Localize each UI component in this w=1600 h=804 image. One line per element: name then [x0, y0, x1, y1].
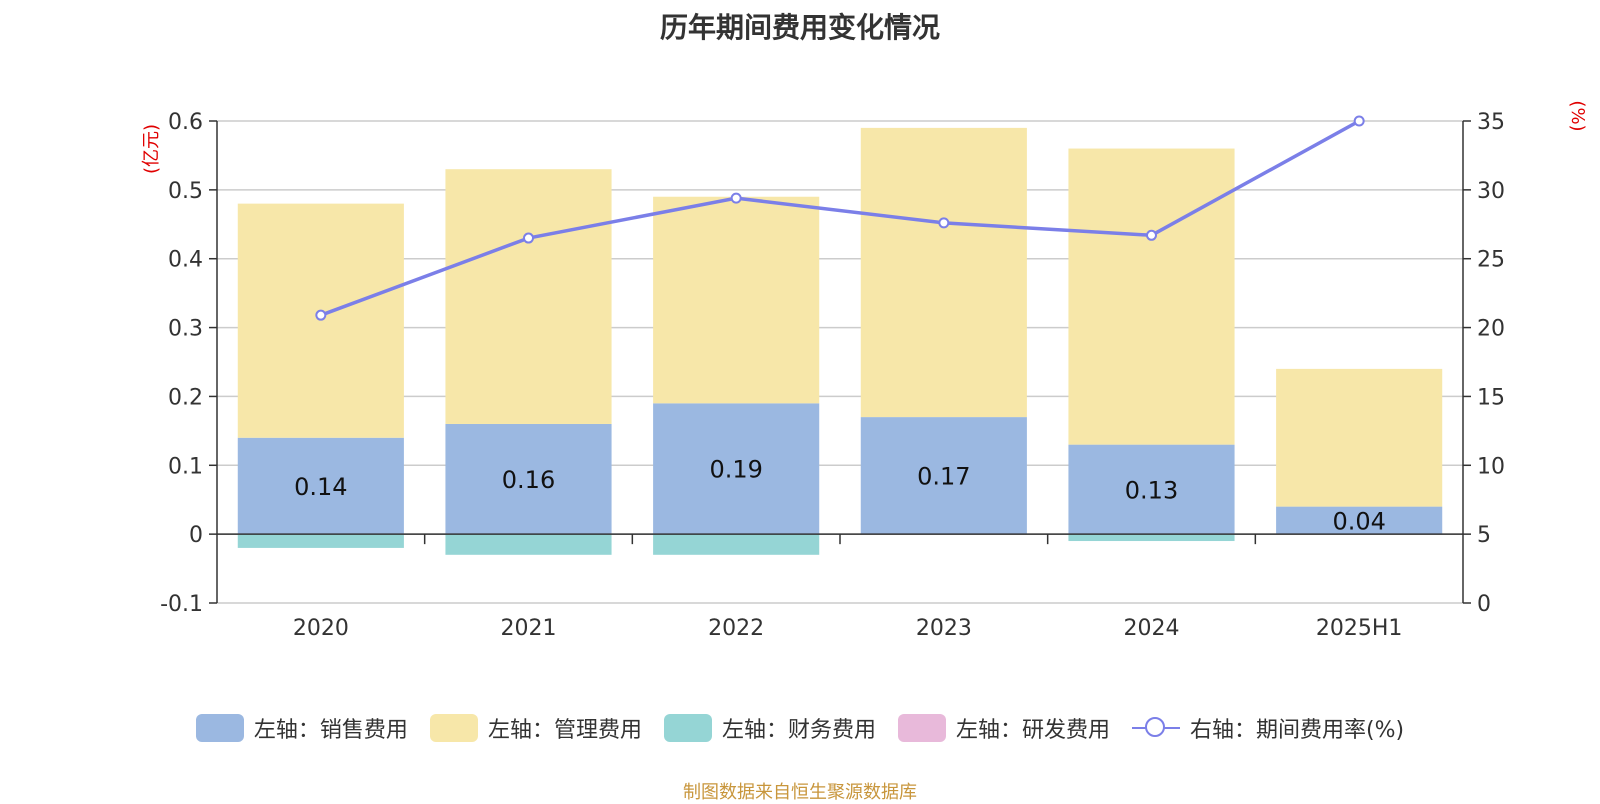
- bar-finance: [653, 534, 820, 555]
- x-axis-tick-label: 2020: [293, 616, 349, 641]
- bar-data-label: 0.19: [709, 456, 762, 484]
- left-axis-tick-label: -0.1: [160, 592, 203, 617]
- right-axis-tick-label: 0: [1477, 592, 1491, 617]
- bar-sales: [237, 437, 404, 535]
- left-axis-unit-label: (亿元): [141, 124, 162, 174]
- expense-ratio-point: [730, 192, 742, 204]
- expense-ratio-point: [1353, 115, 1365, 127]
- bar-data-label: 0.16: [502, 466, 555, 494]
- left-axis-tick-label: 0.4: [168, 248, 203, 273]
- legend-swatch-finance: [663, 714, 712, 742]
- legend-label-admin: 左轴：管理费用: [487, 718, 642, 743]
- expense-ratio-point: [938, 217, 950, 229]
- bar-admin: [1276, 368, 1443, 507]
- right-axis-tick-label: 5: [1477, 523, 1491, 548]
- left-axis-tick-label: 0: [189, 523, 203, 548]
- bar-sales: [860, 417, 1027, 535]
- right-axis-tick-label: 20: [1477, 317, 1505, 342]
- left-axis-tick-label: 0.1: [168, 454, 203, 479]
- right-axis-tick-label: 15: [1477, 385, 1505, 410]
- bar-sales: [445, 423, 612, 535]
- legend-item-finance[interactable]: 左轴：财务费用: [663, 712, 876, 744]
- bar-admin: [860, 127, 1027, 418]
- expense-ratio-line: [320, 119, 1361, 317]
- x-axis-tick-label: 2025H1: [1316, 616, 1403, 641]
- right-axis-tick-label: 30: [1477, 179, 1505, 204]
- x-axis-tick-label: 2022: [708, 616, 764, 641]
- bar-admin: [237, 203, 404, 438]
- bar-admin: [445, 169, 612, 424]
- bar-sales: [1276, 506, 1443, 535]
- chart-title: 历年期间费用变化情况: [659, 11, 940, 44]
- legend-swatch-sales: [195, 714, 244, 742]
- right-axis-tick-label: 10: [1477, 454, 1505, 479]
- legend-swatch-admin: [429, 714, 478, 742]
- bar-admin: [653, 196, 820, 404]
- legend-line-marker-icon: [1131, 714, 1180, 742]
- bar-finance: [445, 534, 612, 555]
- legend-label-finance: 左轴：财务费用: [721, 718, 876, 743]
- source-note: 制图数据来自恒生聚源数据库: [683, 782, 917, 803]
- legend-label-rnd: 左轴：研发费用: [955, 718, 1110, 743]
- left-axis-tick-label: 0.2: [168, 385, 203, 410]
- bar-sales: [1068, 444, 1235, 535]
- bar-sales: [653, 403, 820, 535]
- bar-data-label: 0.17: [917, 463, 970, 491]
- left-axis-tick-label: 0.3: [168, 317, 203, 342]
- left-axis-tick-label: 0.5: [168, 179, 203, 204]
- chart-legend: 左轴：销售费用 左轴：管理费用 左轴：财务费用 左轴：研发费用 右轴：期间费用率…: [0, 712, 1600, 744]
- bar-admin: [1068, 148, 1235, 445]
- legend-label-sales: 左轴：销售费用: [253, 718, 408, 743]
- right-axis-tick-label: 25: [1477, 248, 1505, 273]
- left-axis-tick-label: 0.6: [168, 110, 203, 135]
- bar-finance: [1068, 534, 1235, 542]
- x-axis-tick-label: 2024: [1124, 616, 1180, 641]
- legend-label-expense-ratio: 右轴：期间费用率(%): [1189, 718, 1405, 743]
- right-axis-tick-label: 35: [1477, 110, 1505, 135]
- right-axis-unit-label: (%): [1567, 100, 1588, 131]
- x-axis-tick-label: 2023: [916, 616, 972, 641]
- legend-item-rnd[interactable]: 左轴：研发费用: [897, 712, 1110, 744]
- expense-ratio-point: [1146, 229, 1157, 241]
- legend-item-admin[interactable]: 左轴：管理费用: [429, 712, 642, 744]
- legend-item-expense-ratio[interactable]: 右轴：期间费用率(%): [1131, 712, 1405, 744]
- x-axis-tick-label: 2021: [501, 616, 557, 641]
- expense-ratio-point: [523, 232, 534, 244]
- legend-item-sales[interactable]: 左轴：销售费用: [195, 712, 408, 744]
- bar-data-label: 0.13: [1125, 476, 1178, 504]
- bar-data-label: 0.04: [1332, 507, 1385, 535]
- legend-swatch-rnd: [897, 714, 946, 742]
- expense-ratio-point: [315, 309, 327, 321]
- chart-canvas: -0.1 0 0.1 0.2 0.3 0.4 0.5 0.6 0 5 10 15 20 25 30 35 (亿元…: [141, 100, 1588, 641]
- bar-finance: [237, 534, 404, 548]
- bar-data-label: 0.14: [294, 473, 347, 501]
